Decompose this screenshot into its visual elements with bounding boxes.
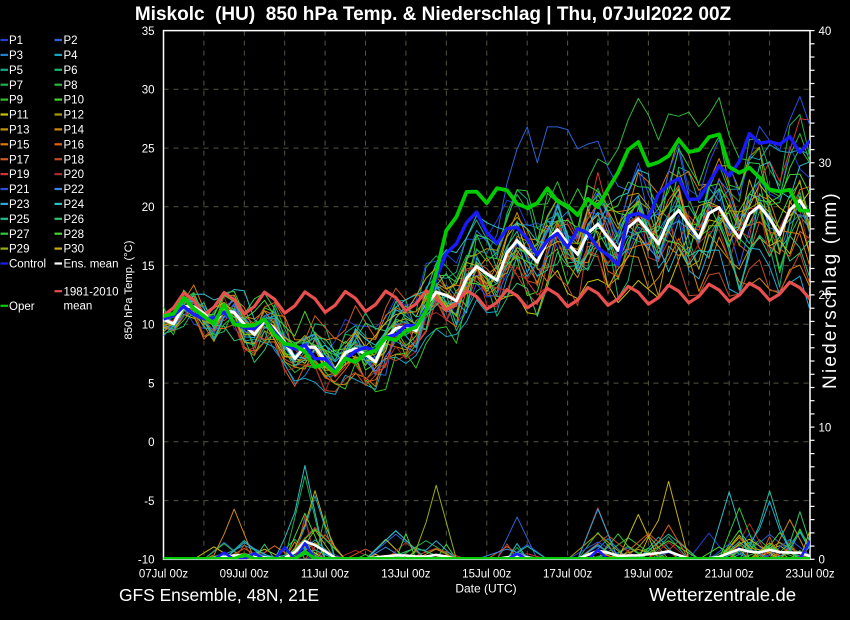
svg-text:P21: P21 (9, 184, 29, 196)
svg-text:15: 15 (142, 261, 155, 273)
svg-text:P20: P20 (64, 169, 84, 181)
svg-text:21Jul 00z: 21Jul 00z (705, 569, 754, 581)
svg-text:5: 5 (148, 378, 154, 390)
svg-text:P17: P17 (9, 154, 29, 166)
svg-text:Niederschlag (mm): Niederschlag (mm) (820, 191, 841, 389)
svg-text:P23: P23 (9, 199, 29, 211)
svg-text:P1: P1 (9, 35, 23, 47)
svg-text:P10: P10 (64, 95, 84, 107)
svg-text:P28: P28 (64, 229, 84, 241)
svg-text:P22: P22 (64, 184, 84, 196)
svg-text:07Jul 00z: 07Jul 00z (139, 569, 188, 581)
svg-text:P25: P25 (9, 214, 29, 226)
svg-text:P14: P14 (64, 125, 85, 137)
svg-text:mean: mean (64, 301, 93, 313)
svg-text:P6: P6 (64, 65, 78, 77)
svg-text:15Jul 00z: 15Jul 00z (462, 569, 511, 581)
svg-text:1981-2010: 1981-2010 (64, 286, 119, 298)
svg-text:0: 0 (819, 555, 825, 567)
svg-text:P2: P2 (64, 35, 78, 47)
svg-text:850 hPa Temp. (°C): 850 hPa Temp. (°C) (123, 240, 135, 339)
svg-text:P15: P15 (9, 139, 29, 151)
svg-text:P16: P16 (64, 139, 84, 151)
svg-text:Date (UTC): Date (UTC) (455, 582, 516, 596)
svg-text:30: 30 (142, 85, 155, 97)
svg-text:40: 40 (819, 26, 832, 38)
svg-text:P8: P8 (64, 80, 78, 92)
svg-text:P5: P5 (9, 65, 23, 77)
svg-text:P7: P7 (9, 80, 23, 92)
svg-text:23Jul 00z: 23Jul 00z (785, 569, 834, 581)
svg-text:P19: P19 (9, 169, 29, 181)
svg-text:P13: P13 (9, 125, 29, 137)
svg-text:17Jul 00z: 17Jul 00z (543, 569, 592, 581)
svg-text:P24: P24 (64, 199, 85, 211)
svg-text:13Jul 00z: 13Jul 00z (381, 569, 430, 581)
svg-text:20: 20 (142, 202, 155, 214)
svg-text:0: 0 (148, 437, 154, 449)
svg-text:09Jul 00z: 09Jul 00z (220, 569, 269, 581)
svg-text:10: 10 (142, 320, 155, 332)
svg-text:P4: P4 (64, 50, 79, 62)
svg-text:Oper: Oper (9, 301, 35, 313)
svg-text:25: 25 (142, 143, 155, 155)
svg-text:P27: P27 (9, 229, 29, 241)
svg-text:35: 35 (142, 26, 155, 38)
svg-text:P9: P9 (9, 95, 23, 107)
svg-text:P26: P26 (64, 214, 84, 226)
svg-text:P29: P29 (9, 244, 29, 256)
svg-text:P3: P3 (9, 50, 23, 62)
svg-text:-10: -10 (138, 555, 155, 567)
svg-text:19Jul 00z: 19Jul 00z (624, 569, 673, 581)
svg-text:P18: P18 (64, 154, 84, 166)
svg-text:P11: P11 (9, 110, 29, 122)
svg-text:P12: P12 (64, 110, 84, 122)
svg-text:11Jul 00z: 11Jul 00z (301, 569, 350, 581)
svg-text:-5: -5 (144, 496, 154, 508)
svg-text:GFS Ensemble, 48N, 21E: GFS Ensemble, 48N, 21E (119, 585, 319, 605)
svg-text:30: 30 (819, 158, 832, 170)
svg-text:Ens. mean: Ens. mean (64, 259, 119, 271)
svg-text:P30: P30 (64, 244, 84, 256)
svg-text:Wetterzentrale.de: Wetterzentrale.de (649, 584, 796, 605)
svg-text:20: 20 (819, 290, 832, 302)
svg-text:Control: Control (9, 259, 46, 271)
svg-text:Miskolc (HU) 850 hPa Temp. &: Miskolc (HU) 850 hPa Temp. & Niederschla… (135, 4, 732, 25)
svg-text:10: 10 (819, 422, 832, 434)
